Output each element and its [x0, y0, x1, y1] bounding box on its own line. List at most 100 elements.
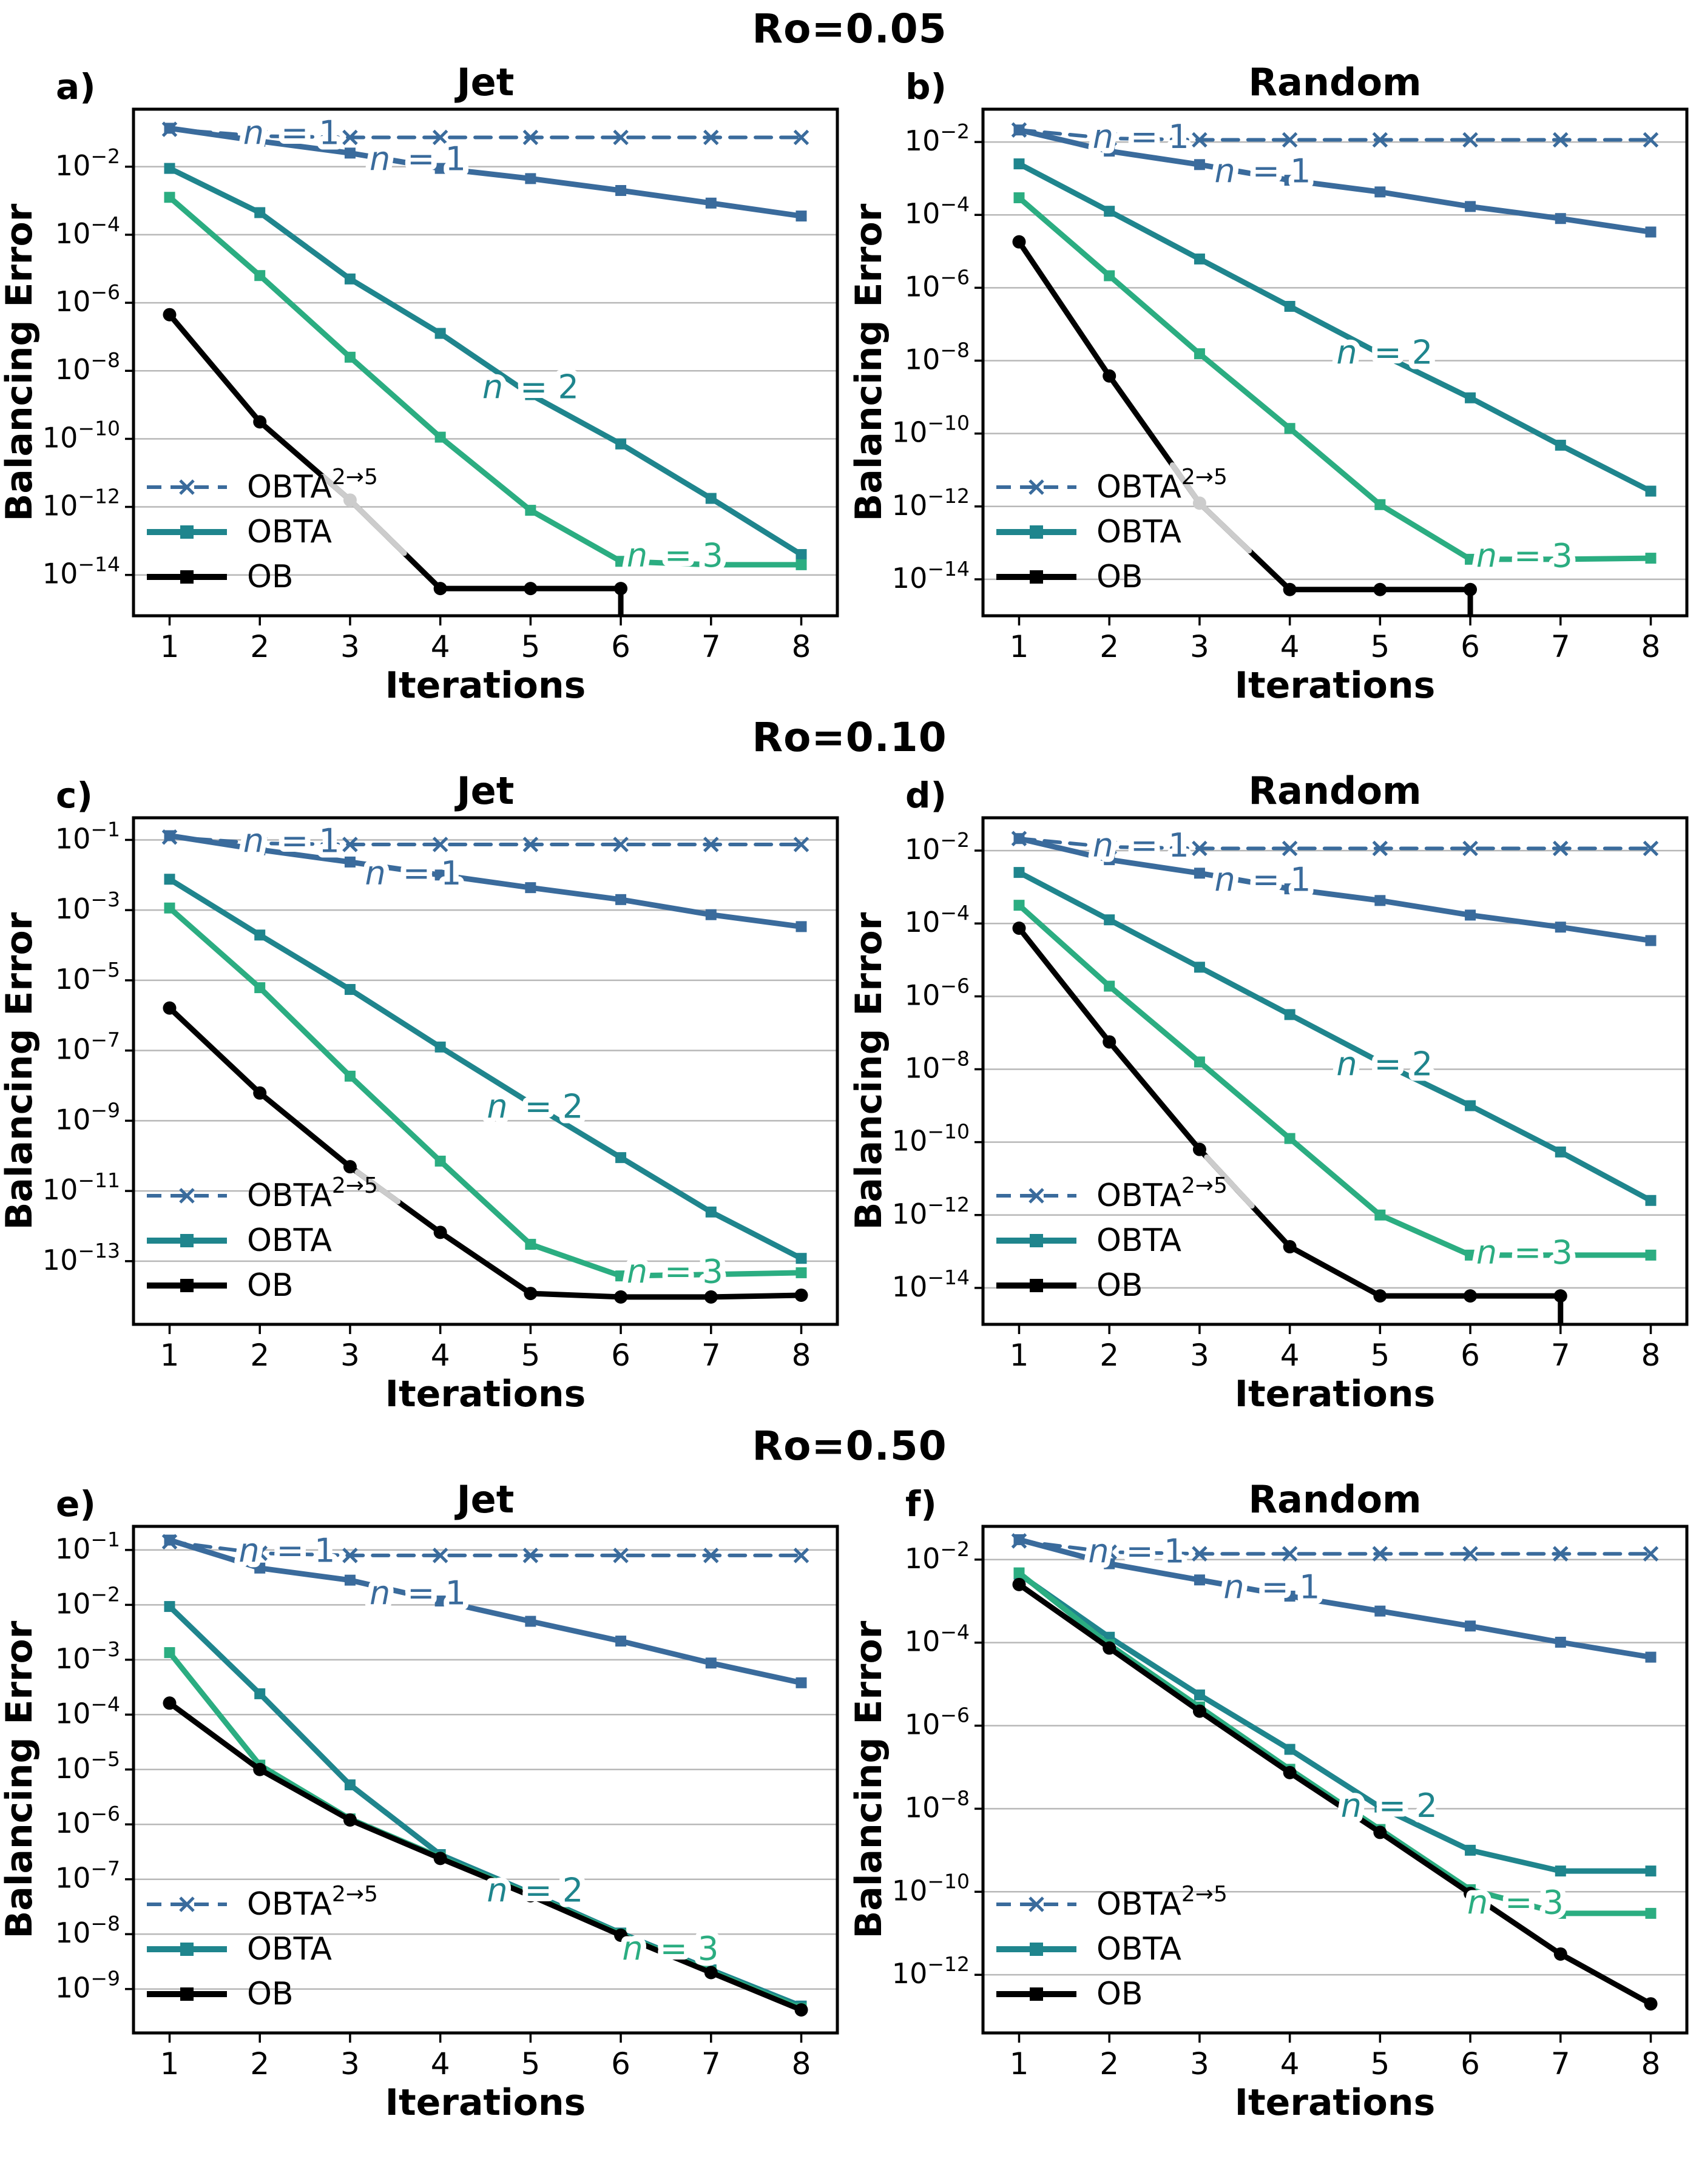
panel-e: e) Jet 10−1 10−2 10−3 10−4 10−5 10−6 10−7 10−8 1…	[0, 1475, 850, 2126]
panel-title-random-d: Random	[1248, 769, 1422, 813]
marker-circle	[253, 1762, 267, 1776]
x-tick-label: 7	[1551, 629, 1570, 664]
legend: OBTA2→5 OBTA OB	[147, 1882, 378, 2012]
marker-square	[795, 549, 807, 561]
marker-circle	[1464, 1887, 1478, 1901]
x-tick-label: 5	[521, 2046, 540, 2081]
marker-square	[1013, 158, 1025, 170]
marker-square	[1374, 895, 1386, 906]
series-line	[1016, 1537, 1653, 1660]
x-tick-label: 5	[521, 1338, 540, 1373]
marker-circle	[704, 1290, 718, 1304]
marker-square	[1013, 1534, 1025, 1545]
annotation-n=1: n = 1	[365, 854, 462, 892]
y-axis-label: Balancing Error	[850, 912, 890, 1230]
marker-square	[525, 173, 536, 184]
y-tick-label: 10−5	[55, 1747, 120, 1785]
marker-square	[1284, 300, 1295, 312]
annotation-n=1: n = 1	[238, 1532, 335, 1570]
y-axis-label: Balancing Error	[0, 1620, 41, 1938]
series-line	[1016, 902, 1653, 1258]
legend-marker-square	[1030, 570, 1043, 584]
series-line	[1016, 127, 1653, 235]
marker-square	[525, 1616, 536, 1627]
x-tick-label: 8	[1641, 629, 1661, 664]
ob-gray-segment	[1204, 1154, 1255, 1209]
y-tick-label: 10−2	[905, 1537, 970, 1575]
x-axis-label: Iterations	[385, 664, 586, 707]
marker-circle	[253, 1086, 267, 1100]
marker-square	[1555, 213, 1566, 224]
annotation-n=1: n = 1	[1215, 152, 1311, 190]
marker-square	[344, 1070, 356, 1082]
marker-square	[1374, 348, 1386, 360]
y-tick-label: 10−6	[905, 974, 970, 1011]
annotation-n=1: n = 1	[370, 1574, 466, 1612]
marker-x	[1643, 1546, 1659, 1562]
panel-title-random-f: Random	[1248, 1477, 1422, 1522]
marker-square	[1284, 423, 1295, 434]
legend-marker-square	[180, 1987, 194, 2001]
marker-square	[1645, 553, 1657, 564]
y-tick-label: 10−8	[55, 1912, 120, 1949]
x-tick-label: 8	[1641, 1338, 1661, 1373]
y-tick-label: 10−1	[55, 817, 120, 855]
marker-x	[703, 837, 719, 852]
marker-square	[1645, 485, 1657, 497]
annotation-n=2: n = 2	[487, 1872, 583, 1910]
marker-square	[434, 328, 446, 339]
legend-marker-square	[180, 1234, 194, 1247]
x-tick-label: 8	[792, 629, 811, 664]
marker-square	[525, 389, 536, 400]
x-tick-label: 6	[611, 2046, 630, 2081]
marker-circle	[163, 1001, 177, 1015]
figure-page: Ro=0.05 a) Jet 10−2 10−4 10−6 10−8 10−10 10−1…	[0, 5, 1699, 2126]
series-line	[1016, 239, 1473, 593]
marker-x	[793, 129, 809, 146]
legend-marker-square	[1030, 1279, 1043, 1292]
marker-circle	[1373, 1289, 1387, 1303]
legend-label: OBTA	[1096, 1931, 1181, 1967]
marker-square	[795, 921, 807, 932]
marker-square	[1645, 1651, 1657, 1663]
marker-x	[613, 129, 629, 146]
panel-title-jet-e: Jet	[456, 1477, 515, 1522]
panel-c: c) Jet 10−1 10−3 10−5 10−7 10−9 10−11 10−13 1 2 3…	[0, 766, 850, 1417]
legend-label: OBTA	[247, 514, 332, 550]
legend: OBTA2→5 OBTA OB	[996, 1173, 1228, 1304]
y-tick-label: 10−1	[55, 1528, 120, 1565]
x-tick-label: 4	[431, 629, 450, 664]
x-tick-label: 2	[1099, 1338, 1119, 1373]
panel-title-jet-c: Jet	[456, 769, 515, 813]
marker-square	[1284, 175, 1295, 186]
y-tick-label: 10−12	[42, 485, 120, 522]
legend-marker-x	[1029, 1188, 1044, 1204]
marker-square	[1194, 1574, 1205, 1586]
panel-f: f) Random 10−2 10−4 10−6 10−8 10−10 10−12 1 2 3 4…	[850, 1475, 1699, 2126]
marker-circle	[614, 582, 628, 596]
panel-letter-a: a)	[56, 66, 96, 107]
marker-square	[1104, 270, 1115, 281]
x-tick-label: 6	[611, 1338, 630, 1373]
marker-square	[1465, 1100, 1476, 1111]
marker-square	[615, 438, 627, 450]
x-tick-label: 4	[431, 1338, 450, 1373]
marker-square	[525, 882, 536, 894]
series-line	[167, 835, 803, 846]
series-line	[1016, 835, 1653, 943]
marker-square	[164, 163, 175, 174]
series-line	[167, 194, 804, 568]
chart-c: 10−1 10−3 10−5 10−7 10−9 10−11 10−13 1 2 3 4 5 6 7 8 n …	[0, 816, 839, 1415]
y-tick-label: 10−6	[55, 1802, 120, 1839]
plot-frame	[981, 107, 1689, 618]
marker-x	[1643, 132, 1659, 148]
legend-label: OBTA2→5	[1096, 1882, 1228, 1923]
series-line	[1016, 1570, 1653, 1916]
legend-label: OBTA2→5	[247, 465, 378, 505]
y-tick-label: 10−8	[905, 1046, 970, 1084]
marker-square	[254, 207, 266, 218]
marker-square	[1465, 201, 1476, 212]
panel-row-1: a) Jet 10−2 10−4 10−6 10−8 10−10 10−12 10−14 1 2…	[0, 58, 1699, 709]
marker-square	[705, 1657, 717, 1669]
annotation-n=3: n = 3	[1476, 1233, 1573, 1272]
